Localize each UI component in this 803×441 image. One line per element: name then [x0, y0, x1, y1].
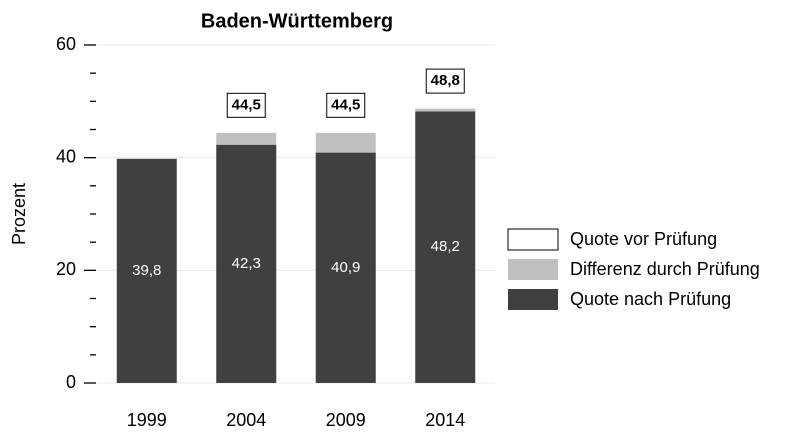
legend-label: Quote vor Prüfung: [570, 229, 717, 249]
value-label: 48,2: [431, 238, 460, 255]
bar-segment: [216, 144, 277, 383]
legend-swatch: [508, 259, 558, 280]
y-tick-label: 40: [56, 146, 76, 166]
y-tick-label: 20: [56, 259, 76, 279]
bar-segment: [315, 152, 376, 383]
value-label-box: [326, 92, 366, 118]
y-tick-label: 0: [66, 372, 76, 392]
bar-segment: [216, 132, 277, 145]
value-label: 48,8: [431, 72, 460, 89]
legend-label: Quote nach Prüfung: [570, 289, 731, 309]
legend-label: Differenz durch Prüfung: [570, 259, 760, 279]
bar-marker: [415, 107, 476, 109]
legend-swatch: [508, 289, 558, 310]
x-tick-label: 2004: [226, 410, 266, 430]
bar-segment: [415, 111, 476, 384]
x-tick-label: 2009: [326, 410, 366, 430]
bar-segment: [415, 108, 476, 112]
value-label: 40,9: [331, 259, 360, 276]
bar-segment: [315, 132, 376, 153]
legend-swatch: [507, 228, 559, 251]
chart-title: Baden-Württemberg: [201, 10, 393, 32]
value-label: 39,8: [132, 262, 161, 279]
value-label: 44,5: [331, 96, 360, 113]
value-label-box: [226, 92, 266, 118]
x-tick-label: 1999: [127, 410, 167, 430]
value-label: 42,3: [232, 255, 261, 272]
value-label-box: [425, 68, 465, 94]
bar-marker: [315, 131, 376, 133]
bar-segment: [116, 158, 177, 383]
x-tick-label: 2014: [425, 410, 465, 430]
y-tick-label: 60: [56, 34, 76, 54]
value-label: 44,5: [232, 96, 261, 113]
bar-marker: [216, 131, 277, 133]
y-axis-label: Prozent: [9, 183, 29, 245]
